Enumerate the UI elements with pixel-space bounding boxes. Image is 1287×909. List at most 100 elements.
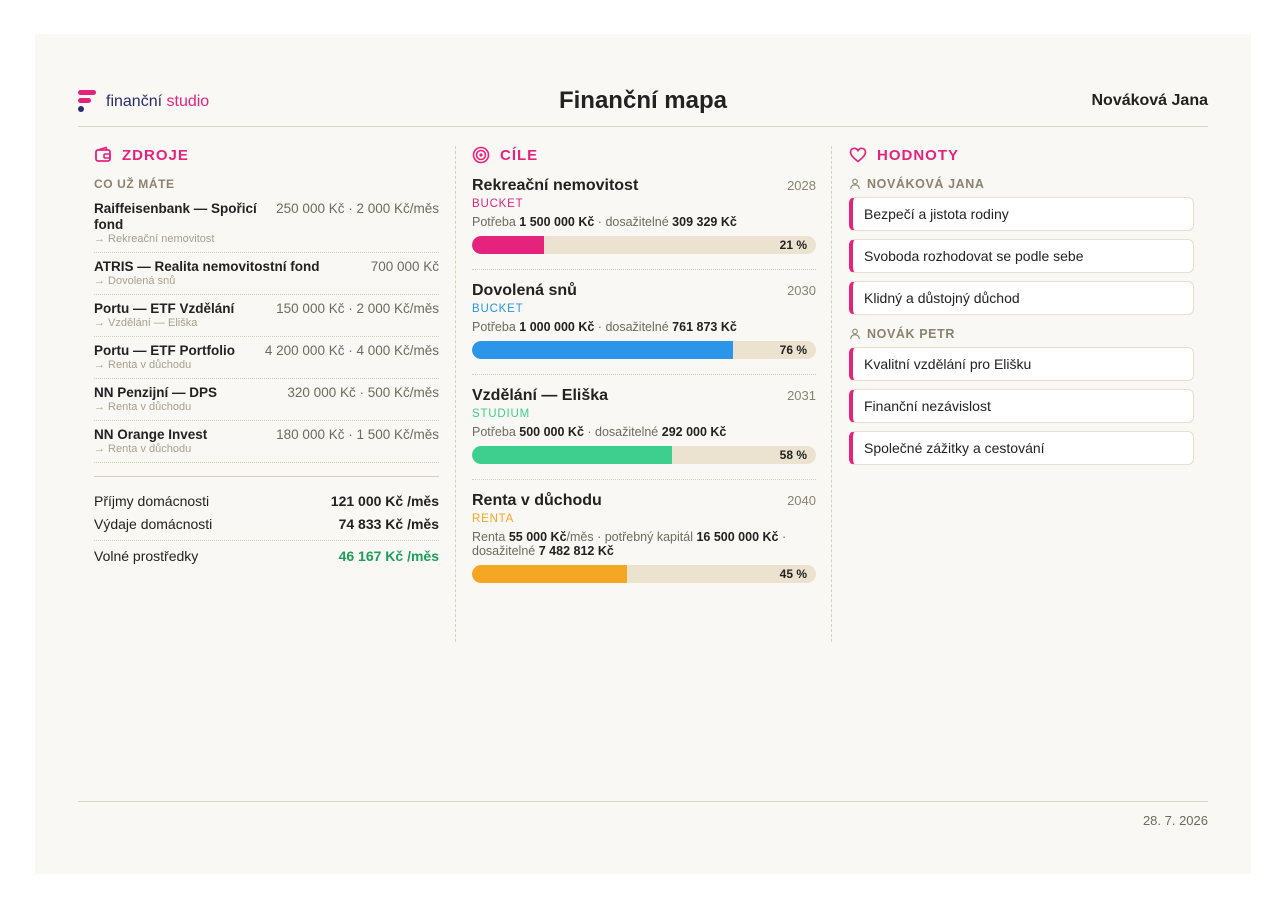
goal-need: Potřeba 1 000 000 Kč · dosažitelné 761 8…	[472, 320, 737, 334]
sources-title: ZDROJE	[122, 146, 189, 164]
goal-name: Vzdělání — Eliška	[472, 387, 609, 404]
goal-name: Renta v důchodu	[472, 492, 602, 509]
goal-need: Renta 55 000 Kč/měs · potřebný kapitál 1…	[472, 530, 787, 558]
source-target: → Renta v důchodu	[94, 443, 192, 455]
goal-progress-bar: 58 %	[472, 446, 816, 464]
goal-year: 2031	[787, 388, 816, 403]
person-name: NOVÁKOVÁ JANA	[867, 177, 985, 191]
source-amount: 250 000 Kč · 2 000 Kč/měs	[276, 201, 439, 216]
value-card[interactable]: Kvalitní vzdělání pro Elišku	[849, 347, 1194, 381]
heart-icon	[849, 146, 867, 164]
household-totals: Příjmy domácnosti 121 000 Kč /měs Výdaje…	[94, 476, 439, 568]
header: finanční studio Finanční mapa Nováková J…	[78, 86, 1208, 127]
goal-name: Rekreační nemovitost	[472, 177, 639, 194]
free-funds-label: Volné prostředky	[94, 548, 199, 564]
goals-header: CÍLE	[472, 145, 816, 165]
values-title: HODNOTY	[877, 146, 959, 164]
value-card[interactable]: Klidný a důstojný důchod	[849, 281, 1194, 315]
source-name: NN Penzijní — DPS	[94, 385, 218, 400]
logo-mark-icon	[78, 90, 98, 114]
expense-value: 74 833 Kč /měs	[338, 516, 439, 532]
goal-progress-label: 45 %	[779, 567, 807, 581]
person-icon	[849, 328, 861, 340]
goal-progress-label: 58 %	[779, 448, 807, 462]
source-name: Raiffeisenbank — Spořicí fond	[94, 201, 257, 232]
source-item[interactable]: Raiffeisenbank — Spořicí fond 250 000 Kč…	[94, 195, 439, 253]
values-column: HODNOTY NOVÁKOVÁ JANA Bezpečí a jistota …	[849, 145, 1194, 465]
source-name: NN Orange Invest	[94, 427, 208, 442]
source-item[interactable]: Portu — ETF Portfolio 4 200 000 Kč · 4 0…	[94, 337, 439, 379]
goals-column: CÍLE Rekreační nemovitost 2028 BUCKET Po…	[472, 145, 816, 598]
value-card[interactable]: Bezpečí a jistota rodiny	[849, 197, 1194, 231]
value-card[interactable]: Finanční nezávislost	[849, 389, 1194, 423]
user-name: Nováková Jana	[1091, 92, 1208, 109]
source-item[interactable]: ATRIS — Realita nemovitostní fond 700 00…	[94, 253, 439, 295]
expense-row: Výdaje domácnosti 74 833 Kč /měs	[94, 513, 439, 536]
source-name: Portu — ETF Vzdělání	[94, 301, 235, 316]
source-name: ATRIS — Realita nemovitostní fond	[94, 259, 320, 274]
goal-card[interactable]: Rekreační nemovitost 2028 BUCKET Potřeba…	[472, 165, 816, 270]
income-label: Příjmy domácnosti	[94, 493, 210, 509]
source-target: → Renta v důchodu	[94, 401, 192, 413]
goal-need: Potřeba 1 500 000 Kč · dosažitelné 309 3…	[472, 215, 737, 229]
source-target: → Rekreační nemovitost	[94, 233, 215, 245]
source-target: → Renta v důchodu	[94, 359, 192, 371]
goals-title: CÍLE	[500, 146, 539, 164]
source-target: → Vzdělání — Eliška	[94, 317, 198, 329]
goal-progress-fill	[472, 565, 627, 583]
goal-progress-label: 21 %	[779, 238, 807, 252]
goal-progress-bar: 45 %	[472, 565, 816, 583]
sources-column: ZDROJE CO UŽ MÁTE Raiffeisenbank — Spoři…	[94, 145, 439, 568]
source-item[interactable]: Portu — ETF Vzdělání 150 000 Kč · 2 000 …	[94, 295, 439, 337]
logo-text-part2: studio	[166, 93, 210, 110]
values-header: HODNOTY	[849, 145, 1194, 165]
wallet-icon	[94, 146, 112, 164]
logo-text-part1: finanční	[106, 93, 163, 110]
goal-progress-fill	[472, 341, 734, 359]
goal-card[interactable]: Vzdělání — Eliška 2031 STUDIUM Potřeba 5…	[472, 375, 816, 480]
goal-name: Dovolená snů	[472, 282, 577, 299]
goal-progress-bar: 21 %	[472, 236, 816, 254]
goal-year: 2030	[787, 283, 816, 298]
goal-card[interactable]: Dovolená snů 2030 BUCKET Potřeba 1 000 0…	[472, 270, 816, 375]
goal-progress-label: 76 %	[779, 343, 807, 357]
sources-header: ZDROJE	[94, 145, 439, 165]
source-name: Portu — ETF Portfolio	[94, 343, 235, 358]
source-amount: 320 000 Kč · 500 Kč/měs	[287, 385, 439, 400]
goal-type: RENTA	[472, 513, 515, 525]
goal-progress-fill	[472, 446, 672, 464]
goal-need: Potřeba 500 000 Kč · dosažitelné 292 000…	[472, 425, 727, 439]
page-title: Finanční mapa	[558, 87, 728, 114]
person-icon	[849, 178, 861, 190]
column-divider	[831, 146, 832, 642]
person-name: NOVÁK PETR	[867, 327, 955, 341]
column-divider	[455, 146, 456, 642]
footer-divider	[78, 801, 1208, 802]
source-item[interactable]: NN Orange Invest 180 000 Kč · 1 500 Kč/m…	[94, 421, 439, 463]
goal-year: 2028	[787, 178, 816, 193]
source-target: → Dovolená snů	[94, 275, 176, 287]
person-label: NOVÁKOVÁ JANA	[849, 177, 1194, 191]
logo-text: finanční studio	[106, 93, 209, 111]
goal-progress-bar: 76 %	[472, 341, 816, 359]
target-icon	[472, 146, 490, 164]
goal-progress-fill	[472, 236, 545, 254]
source-item[interactable]: NN Penzijní — DPS 320 000 Kč · 500 Kč/mě…	[94, 379, 439, 421]
goal-type: BUCKET	[472, 198, 524, 210]
income-value: 121 000 Kč /měs	[330, 493, 439, 509]
person-label: NOVÁK PETR	[849, 327, 1194, 341]
source-amount: 150 000 Kč · 2 000 Kč/měs	[276, 301, 439, 316]
value-card[interactable]: Společné zážitky a cestování	[849, 431, 1194, 465]
goal-year: 2040	[787, 493, 816, 508]
logo: finanční studio	[78, 90, 209, 114]
sources-subtitle: CO UŽ MÁTE	[94, 177, 175, 191]
footer-date: 28. 7. 2026	[1142, 813, 1208, 828]
goal-card[interactable]: Renta v důchodu 2040 RENTA Renta 55 000 …	[472, 480, 816, 598]
source-amount: 700 000 Kč	[370, 259, 439, 274]
source-amount: 4 200 000 Kč · 4 000 Kč/měs	[264, 343, 439, 358]
free-funds-value: 46 167 Kč /měs	[338, 548, 439, 564]
goal-type: STUDIUM	[472, 408, 530, 420]
value-card[interactable]: Svoboda rozhodovat se podle sebe	[849, 239, 1194, 273]
income-row: Příjmy domácnosti 121 000 Kč /měs	[94, 490, 439, 513]
source-amount: 180 000 Kč · 1 500 Kč/měs	[276, 427, 439, 442]
